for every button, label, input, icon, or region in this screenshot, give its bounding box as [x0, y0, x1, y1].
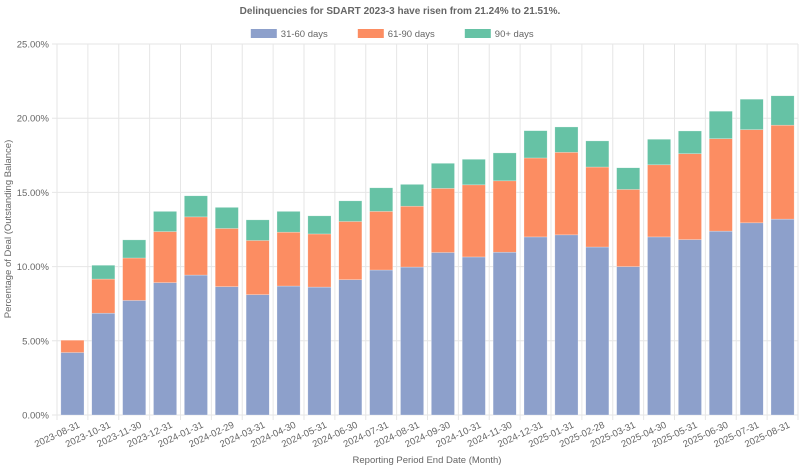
- bar-segment-31-60-days[interactable]: [122, 300, 147, 416]
- bar-segment-61-90-days[interactable]: [461, 184, 486, 258]
- bar-segment-61-90-days[interactable]: [678, 153, 702, 240]
- bar-segment-90-days[interactable]: [91, 265, 116, 280]
- bar-segment-90-days[interactable]: [492, 152, 517, 182]
- bar-segment-90-days[interactable]: [276, 211, 301, 233]
- gridlines: [52, 43, 799, 420]
- bar-segment-31-60-days[interactable]: [91, 312, 116, 416]
- bar-segment-61-90-days[interactable]: [431, 188, 455, 253]
- bar-segment-90-days[interactable]: [523, 130, 548, 159]
- bar-segment-31-60-days[interactable]: [554, 234, 579, 416]
- bar-segment-61-90-days[interactable]: [122, 257, 147, 301]
- bar-segment-90-days[interactable]: [122, 239, 147, 259]
- legend-swatch: [464, 29, 491, 38]
- bar-segment-90-days[interactable]: [153, 211, 177, 232]
- bar-segment-61-90-days[interactable]: [60, 339, 85, 353]
- bar-segment-90-days[interactable]: [400, 184, 424, 207]
- bar-segment-90-days[interactable]: [245, 219, 270, 241]
- bar-segment-61-90-days[interactable]: [245, 240, 270, 295]
- bar-segment-31-60-days[interactable]: [770, 218, 795, 416]
- bar-segment-90-days[interactable]: [678, 130, 702, 154]
- y-axis-ticks: 0.00% 5.00% 10.00% 15.00% 20.00% 25.00%: [17, 40, 50, 422]
- bar-segment-90-days[interactable]: [708, 110, 733, 139]
- bar-segment-61-90-days[interactable]: [492, 180, 517, 253]
- bar-segment-31-60-days[interactable]: [338, 279, 363, 416]
- bar-segment-90-days[interactable]: [461, 159, 486, 186]
- bar-segment-90-days[interactable]: [554, 126, 579, 153]
- bar-segment-31-60-days[interactable]: [461, 256, 486, 416]
- bar-segment-90-days[interactable]: [307, 215, 332, 235]
- y-tick-label: 15.00%: [17, 188, 50, 199]
- bar-segment-61-90-days[interactable]: [400, 205, 424, 268]
- bar-segment-90-days[interactable]: [739, 98, 764, 130]
- bar-segment-90-days[interactable]: [338, 200, 363, 222]
- bar-segment-31-60-days[interactable]: [307, 286, 332, 416]
- bar-segment-31-60-days[interactable]: [616, 266, 641, 416]
- bar-segment-31-60-days[interactable]: [523, 236, 548, 416]
- bar-segment-31-60-days[interactable]: [276, 285, 301, 416]
- bar-segment-61-90-days[interactable]: [554, 152, 579, 236]
- chart-title: Delinquencies for SDART 2023-3 have rise…: [240, 6, 561, 17]
- bar-segment-31-60-days[interactable]: [400, 266, 424, 416]
- bar-segment-31-60-days[interactable]: [245, 294, 270, 416]
- y-tick-label: 0.00%: [22, 411, 49, 422]
- legend-label[interactable]: 31-60 days: [281, 29, 328, 40]
- bar-segment-61-90-days[interactable]: [708, 138, 733, 232]
- y-axis-label: Percentage of Deal (Outstanding Balance): [3, 140, 14, 319]
- bar-segment-61-90-days[interactable]: [585, 166, 610, 248]
- bar-segment-90-days[interactable]: [616, 167, 641, 190]
- legend: 31-60 days 61-90 days 90+ days: [250, 29, 534, 40]
- bar-segment-61-90-days[interactable]: [523, 157, 548, 238]
- bar-segment-61-90-days[interactable]: [184, 216, 208, 276]
- bar-segment-90-days[interactable]: [585, 140, 610, 168]
- bar-segment-31-60-days[interactable]: [431, 252, 455, 416]
- bar-segment-31-60-days[interactable]: [585, 246, 610, 416]
- bar-segment-31-60-days[interactable]: [153, 282, 177, 416]
- y-tick-label: 5.00%: [22, 336, 49, 347]
- bar-segment-31-60-days[interactable]: [214, 286, 239, 416]
- legend-label[interactable]: 61-90 days: [388, 29, 435, 40]
- bar-segment-61-90-days[interactable]: [616, 189, 641, 267]
- x-axis-label: Reporting Period End Date (Month): [353, 455, 502, 466]
- bar-segment-61-90-days[interactable]: [369, 211, 394, 271]
- bar-segment-31-60-days[interactable]: [492, 251, 517, 416]
- legend-swatch: [250, 29, 277, 38]
- bar-segment-61-90-days[interactable]: [770, 124, 795, 220]
- bar-segment-31-60-days[interactable]: [647, 236, 671, 416]
- bar-segment-61-90-days[interactable]: [647, 164, 671, 238]
- x-axis-ticks: 2023-08-312023-10-312023-11-302023-12-31…: [33, 420, 792, 451]
- bar-segment-90-days[interactable]: [770, 95, 795, 126]
- bar-segment-61-90-days[interactable]: [91, 278, 116, 314]
- bar-segment-61-90-days[interactable]: [739, 129, 764, 224]
- bars: [60, 95, 795, 416]
- bar-segment-90-days[interactable]: [431, 163, 455, 189]
- y-tick-label: 25.00%: [17, 40, 50, 51]
- y-tick-label: 10.00%: [17, 262, 50, 273]
- bar-segment-61-90-days[interactable]: [276, 231, 301, 287]
- legend-label[interactable]: 90+ days: [495, 29, 534, 40]
- bar-segment-31-60-days[interactable]: [739, 222, 764, 416]
- bar-segment-31-60-days[interactable]: [678, 239, 702, 416]
- bar-segment-31-60-days[interactable]: [184, 274, 208, 416]
- legend-swatch: [357, 29, 384, 38]
- bar-segment-90-days[interactable]: [369, 187, 394, 212]
- bar-segment-90-days[interactable]: [214, 207, 239, 229]
- bar-segment-31-60-days[interactable]: [60, 352, 85, 416]
- bar-segment-90-days[interactable]: [647, 139, 671, 166]
- bar-segment-61-90-days[interactable]: [214, 228, 239, 287]
- bar-segment-90-days[interactable]: [184, 195, 208, 218]
- bar-segment-31-60-days[interactable]: [708, 230, 733, 416]
- bar-segment-61-90-days[interactable]: [153, 231, 177, 283]
- bar-segment-61-90-days[interactable]: [307, 233, 332, 288]
- bar-segment-61-90-days[interactable]: [338, 221, 363, 280]
- y-tick-label: 20.00%: [17, 114, 50, 125]
- bar-segment-31-60-days[interactable]: [369, 269, 394, 416]
